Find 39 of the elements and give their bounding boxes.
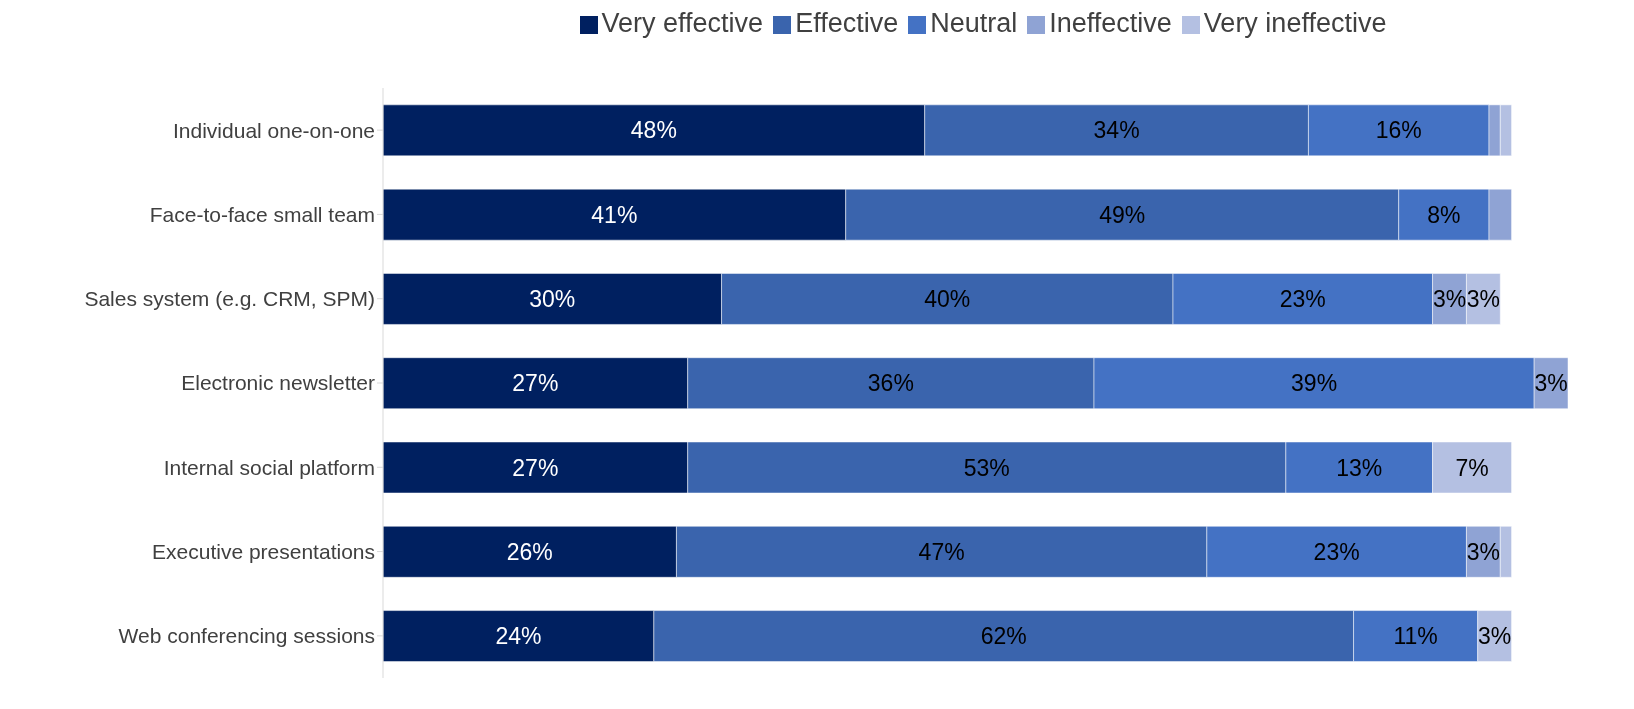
y-tick-label: Individual one-on-one bbox=[173, 118, 375, 142]
data-label: 62% bbox=[980, 623, 1027, 650]
y-tick-label: Electronic newsletter bbox=[181, 371, 375, 395]
data-label: 53% bbox=[963, 454, 1010, 481]
y-tick-label: Executive presentations bbox=[152, 540, 375, 564]
data-label: 49% bbox=[1099, 201, 1146, 228]
legend-label: Effective bbox=[795, 8, 899, 38]
legend-label: Ineffective bbox=[1049, 8, 1172, 38]
data-label: 7% bbox=[1455, 454, 1489, 481]
legend-label: Neutral bbox=[930, 8, 1018, 38]
data-label: 3% bbox=[1466, 285, 1500, 312]
data-label: 26% bbox=[506, 538, 553, 565]
data-label: 41% bbox=[591, 201, 638, 228]
data-label: 3% bbox=[1478, 623, 1512, 650]
legend-label: Very effective bbox=[601, 8, 764, 38]
data-label: 30% bbox=[529, 285, 576, 312]
data-label: 24% bbox=[495, 623, 542, 650]
data-label: 27% bbox=[512, 370, 559, 397]
data-label: 36% bbox=[867, 370, 914, 397]
y-tick-label: Web conferencing sessions bbox=[118, 624, 375, 648]
y-tick-label: Internal social platform bbox=[163, 455, 375, 479]
y-tick-label: Sales system (e.g. CRM, SPM) bbox=[84, 287, 375, 311]
data-label: 47% bbox=[918, 538, 965, 565]
data-label: 27% bbox=[512, 454, 559, 481]
data-label: 3% bbox=[1432, 285, 1467, 312]
data-label: 23% bbox=[1313, 538, 1360, 565]
legend-label: Very ineffective bbox=[1203, 8, 1387, 38]
data-label: 13% bbox=[1336, 454, 1383, 481]
data-label: 11% bbox=[1393, 623, 1438, 650]
y-tick-label: Face-to-face small team bbox=[149, 202, 375, 226]
data-label: 40% bbox=[924, 285, 971, 312]
data-label: 48% bbox=[630, 117, 677, 144]
data-label: 16% bbox=[1375, 117, 1422, 144]
data-label: 8% bbox=[1427, 201, 1461, 228]
data-label: 39% bbox=[1291, 370, 1338, 397]
data-label: 23% bbox=[1279, 285, 1326, 312]
data-label: 3% bbox=[1466, 538, 1500, 565]
data-label: 3% bbox=[1534, 370, 1568, 397]
data-label: 34% bbox=[1093, 117, 1140, 144]
